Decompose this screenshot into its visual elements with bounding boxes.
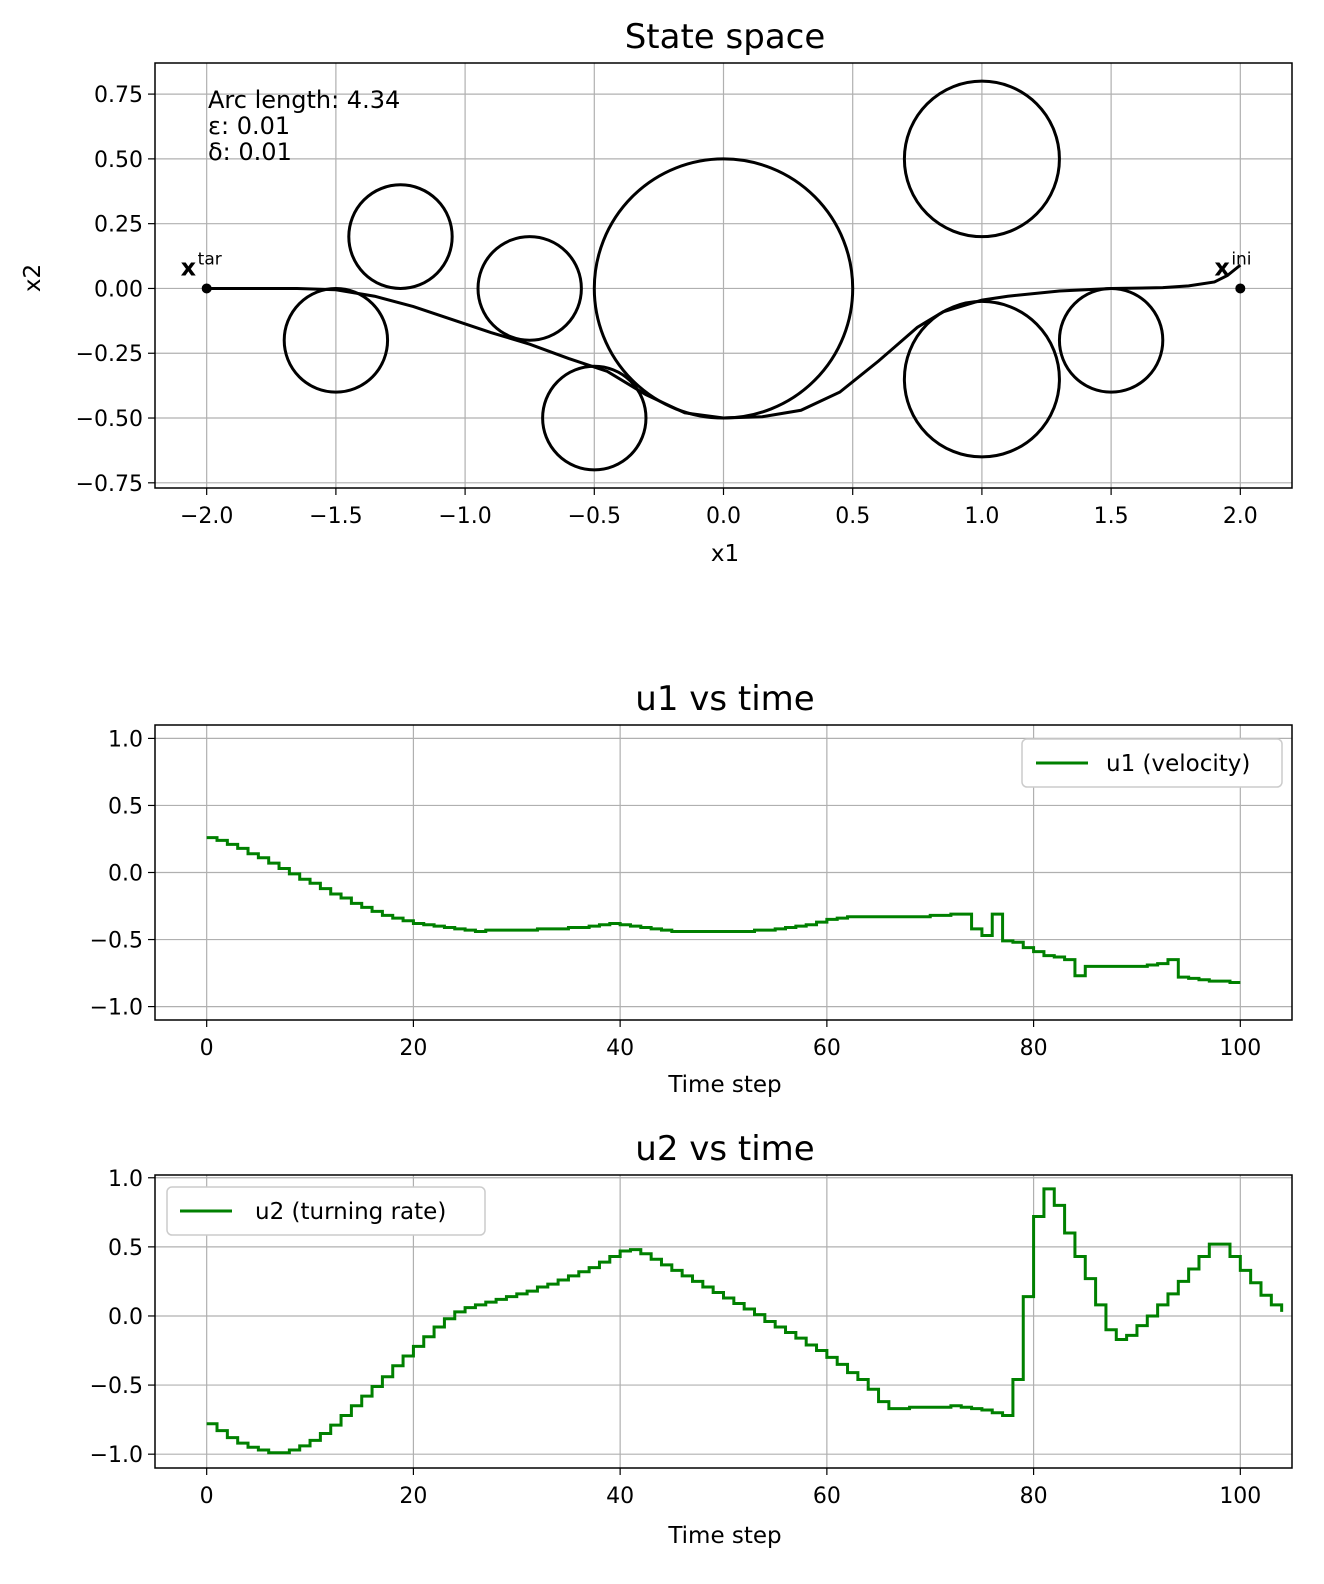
- state-space-y-ticks: 0.75 0.50 0.25 0.00 −0.25 −0.50 −0.75: [76, 83, 155, 497]
- x-tick-label: 1.0: [964, 504, 999, 529]
- u2-title: u2 vs time: [635, 1129, 814, 1169]
- y-tick-label: 0.00: [94, 277, 143, 302]
- u1-legend: u1 (velocity): [1021, 738, 1283, 788]
- u2-legend-box: [166, 1186, 486, 1236]
- u2-legend-label: u2 (turning rate): [255, 1199, 446, 1225]
- u1-x-ticks: 0 20 40 60 80 100: [200, 1020, 1261, 1061]
- y-tick-label: −0.50: [76, 407, 143, 432]
- u1-legend-label: u1 (velocity): [1106, 751, 1250, 777]
- endpoint-label: x: [1214, 253, 1230, 281]
- u2-x-label: Time step: [667, 1523, 781, 1549]
- u2-y-ticks: 1.0 0.5 0.0 −0.5 −1.0: [90, 1167, 155, 1468]
- y-tick-label: 0.5: [108, 794, 143, 819]
- x-tick-label: 40: [606, 1484, 634, 1509]
- delta-annotation: δ: 0.01: [208, 138, 292, 166]
- x-tick-label: 2.0: [1223, 504, 1258, 529]
- u1-axes-frame: [154, 724, 1293, 1021]
- arc-length-annotation: Arc length: 4.34: [208, 86, 400, 114]
- x-tick-label: 100: [1219, 1036, 1261, 1061]
- y-tick-label: 0.0: [108, 1305, 143, 1330]
- x-tick-label: −1.0: [438, 504, 491, 529]
- state-space-y-label: x2: [20, 264, 46, 292]
- x-tick-label: 0: [200, 1036, 214, 1061]
- y-tick-label: 1.0: [108, 1167, 143, 1192]
- endpoint-dot: [201, 283, 212, 294]
- annotations: Arc length: 4.34 ε: 0.01 δ: 0.01: [208, 86, 400, 166]
- x-tick-label: 40: [606, 1036, 634, 1061]
- state-space-axes-frame: [154, 62, 1293, 489]
- x-tick-label: 60: [813, 1036, 841, 1061]
- x-tick-label: −0.5: [568, 504, 621, 529]
- endpoint-label: x: [181, 253, 197, 281]
- y-tick-label: −0.5: [90, 929, 143, 954]
- state-space-x-label: x1: [711, 541, 739, 567]
- u2-x-ticks: 0 20 40 60 80 100: [200, 1468, 1261, 1509]
- x-tick-label: 80: [1020, 1484, 1048, 1509]
- u2-legend: u2 (turning rate): [166, 1186, 486, 1236]
- u2-series-line: [206, 1187, 1284, 1455]
- x-tick-label: 20: [399, 1484, 427, 1509]
- obstacle-circle: [902, 79, 1061, 239]
- y-tick-label: −1.0: [90, 1443, 143, 1468]
- x-tick-label: 1.5: [1094, 504, 1129, 529]
- endpoint-superscript: tar: [198, 249, 222, 269]
- state-space-x-ticks: −2.0 −1.5 −1.0 −0.5 0.0 0.5 1.0 1.5 2.0: [180, 488, 1258, 529]
- u1-title: u1 vs time: [635, 679, 814, 719]
- y-tick-label: −0.5: [90, 1374, 143, 1399]
- y-tick-label: 0.50: [94, 148, 143, 173]
- obstacle-circle: [347, 183, 454, 290]
- y-tick-label: 0.75: [94, 83, 143, 108]
- u1-y-ticks: 1.0 0.5 0.0 −0.5 −1.0: [90, 727, 155, 1021]
- y-tick-label: 0.0: [108, 862, 143, 887]
- x-tick-label: −2.0: [180, 504, 233, 529]
- trajectory-path: [206, 263, 1242, 420]
- u1-legend-box: [1021, 738, 1283, 788]
- state-space-plot: State space −2.0 −1.5 −1.0 −0.5 0.0 0.5 1.0 1.5…: [20, 17, 1293, 567]
- y-tick-label: −0.25: [76, 342, 143, 367]
- x-tick-label: −1.5: [309, 504, 362, 529]
- y-tick-label: 1.0: [108, 727, 143, 752]
- u2-axes-frame: [154, 1174, 1293, 1469]
- x-tick-label: 0.5: [835, 504, 870, 529]
- u1-plot: u1 vs time 0 20 40 60 80 100 1.0 0.5 0.0 −0.5 −1.…: [90, 679, 1293, 1098]
- y-tick-label: 0.25: [94, 213, 143, 238]
- x-tick-label: 100: [1219, 1484, 1261, 1509]
- x-tick-label: 0.0: [706, 504, 741, 529]
- u1-series-line: [206, 836, 1241, 984]
- u1-x-label: Time step: [667, 1072, 781, 1098]
- y-tick-label: 0.5: [108, 1236, 143, 1261]
- obstacle-circle: [476, 235, 583, 342]
- x-tick-label: 60: [813, 1484, 841, 1509]
- epsilon-annotation: ε: 0.01: [208, 112, 290, 140]
- u2-plot: u2 vs time 0 20 40 60 80 100 1.0 0.5 0.0 −0.5 −1.…: [90, 1129, 1293, 1549]
- y-tick-label: −0.75: [76, 472, 143, 497]
- endpoint-superscript: ini: [1231, 249, 1251, 269]
- x-tick-label: 80: [1020, 1036, 1048, 1061]
- endpoint-dot: [1235, 283, 1246, 294]
- endpoint-markers: x tar x ini: [181, 249, 1252, 294]
- y-tick-label: −1.0: [90, 996, 143, 1021]
- x-tick-label: 20: [399, 1036, 427, 1061]
- x-tick-label: 0: [200, 1484, 214, 1509]
- state-space-title: State space: [625, 17, 826, 57]
- u2-grid: [155, 1175, 1292, 1468]
